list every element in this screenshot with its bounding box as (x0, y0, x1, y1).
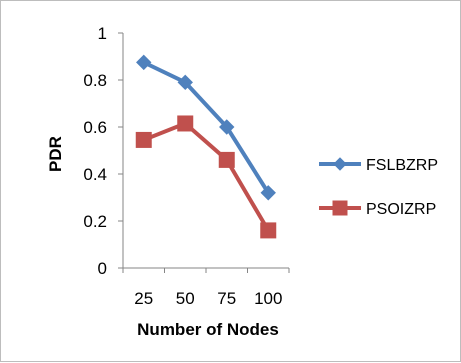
data-point-fslbzrp (177, 74, 193, 91)
data-point-fslbzrp (219, 119, 235, 135)
y-tick-label: 1 (98, 24, 107, 43)
data-point-fslbzrp (260, 185, 276, 201)
series-line-fslbzrp (142, 60, 270, 194)
y-tick-label: 0.6 (83, 118, 107, 137)
x-axis-title: Number of Nodes (137, 320, 279, 339)
y-tick-label: 0.8 (83, 71, 107, 90)
y-tick-label: 0 (98, 259, 107, 278)
data-point-psoizrp (260, 222, 277, 239)
y-tick-label: 0.4 (83, 165, 107, 184)
legend-label-psoizrp: PSOIZRP (366, 201, 436, 218)
x-tick-label: 50 (176, 289, 195, 308)
data-point-fslbzrp (136, 54, 152, 71)
legend-marker-psoizrp (332, 200, 348, 216)
legend-marker-fslbzrp (333, 157, 347, 171)
y-tick-label: 0.2 (83, 212, 107, 231)
data-point-psoizrp (218, 151, 235, 168)
x-tick-label: 100 (254, 289, 282, 308)
legend-label-fslbzrp: FSLBZRP (366, 157, 438, 174)
data-point-psoizrp (135, 131, 152, 148)
data-point-psoizrp (177, 115, 194, 132)
x-tick-label: 25 (134, 289, 153, 308)
x-tick-label: 75 (217, 289, 236, 308)
y-axis-title: PDR (46, 136, 65, 172)
series-line-psoizrp (143, 121, 270, 232)
